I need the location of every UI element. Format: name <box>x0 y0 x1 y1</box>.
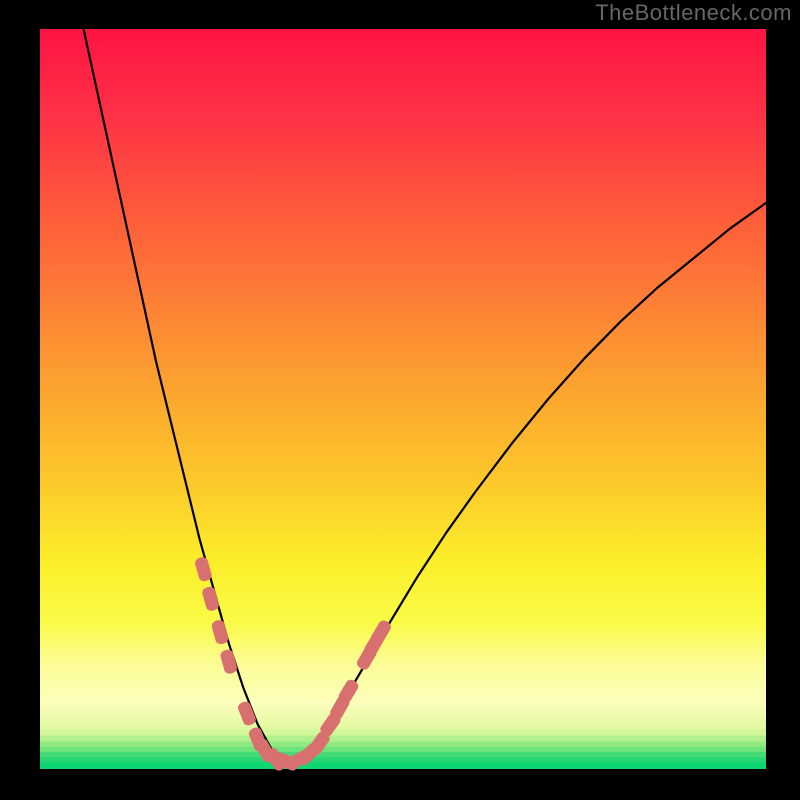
chart-svg <box>0 0 800 800</box>
bottom-stripe <box>40 757 766 762</box>
plot-background <box>40 29 766 769</box>
chart-stage: TheBottleneck.com <box>0 0 800 800</box>
bottom-stripe <box>40 736 766 742</box>
watermark-text: TheBottleneck.com <box>595 0 792 26</box>
bottom-stripe <box>40 731 766 736</box>
bottom-stripe <box>40 742 766 747</box>
bottom-stripe <box>40 747 766 752</box>
bottom-stripe <box>40 752 766 757</box>
bottom-stripe <box>40 762 766 769</box>
